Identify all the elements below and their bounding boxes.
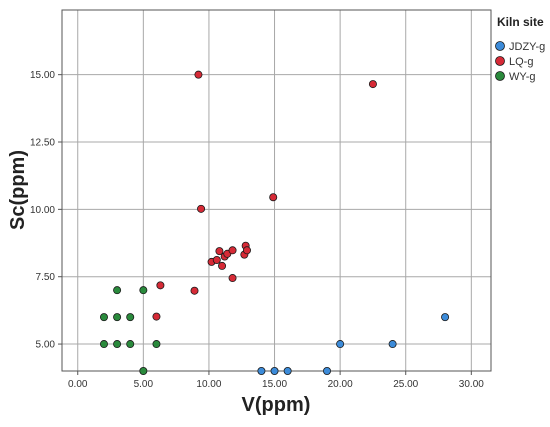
y-tick-label: 5.00 [36, 340, 56, 351]
point-lq-g [242, 246, 251, 255]
point-lq-g [228, 246, 237, 255]
point-jdzy-g [257, 366, 266, 375]
y-tick-label: 15.00 [30, 70, 55, 81]
legend-marker-lq-g [495, 56, 505, 66]
x-axis-title: V(ppm) [242, 394, 311, 416]
point-jdzy-g [323, 366, 332, 375]
legend-marker-jdzy-g [495, 41, 505, 51]
point-lq-g [218, 261, 227, 270]
point-lq-g [215, 247, 224, 256]
point-wy-g [139, 366, 148, 375]
point-jdzy-g [283, 366, 292, 375]
point-lq-g [194, 70, 203, 79]
x-tick-label: 10.00 [196, 379, 221, 390]
point-wy-g [113, 313, 122, 322]
x-tick-label: 15.00 [262, 379, 287, 390]
grid-lines [62, 10, 491, 371]
point-lq-g [190, 286, 199, 295]
point-lq-g [197, 204, 206, 213]
point-lq-g [269, 193, 278, 202]
legend-label-lq-g: LQ-g [509, 56, 533, 68]
point-wy-g [113, 340, 122, 349]
y-tick-label: 7.50 [36, 272, 56, 283]
data-points [99, 70, 450, 375]
point-jdzy-g [388, 340, 397, 349]
point-jdzy-g [441, 313, 450, 322]
x-axis-tick-labels: 0.00 5.00 10.00 15.00 20.00 25.00 30.00 [68, 371, 484, 390]
legend: Kiln site JDZY-g LQ-g WY-g [495, 15, 545, 83]
point-wy-g [152, 340, 161, 349]
point-jdzy-g [336, 340, 345, 349]
legend-title: Kiln site [497, 15, 544, 29]
point-lq-g [212, 256, 221, 265]
legend-marker-wy-g [495, 71, 505, 81]
point-wy-g [113, 286, 122, 295]
x-tick-label: 0.00 [68, 379, 88, 390]
point-lq-g [368, 80, 377, 89]
y-axis-tick-labels: 5.00 7.50 10.00 12.50 15.00 [30, 70, 62, 351]
x-tick-label: 20.00 [328, 379, 353, 390]
point-wy-g [99, 340, 108, 349]
point-lq-g [156, 281, 165, 290]
x-tick-label: 30.00 [459, 379, 484, 390]
legend-label-jdzy-g: JDZY-g [509, 41, 545, 53]
point-lq-g [152, 312, 161, 321]
point-jdzy-g [270, 366, 279, 375]
x-tick-label: 25.00 [393, 379, 418, 390]
legend-label-wy-g: WY-g [509, 71, 536, 83]
legend-items: JDZY-g LQ-g WY-g [495, 41, 545, 83]
point-lq-g [228, 274, 237, 283]
point-wy-g [99, 313, 108, 322]
y-tick-label: 10.00 [30, 205, 55, 216]
point-wy-g [126, 313, 135, 322]
y-tick-label: 12.50 [30, 138, 55, 149]
x-tick-label: 5.00 [134, 379, 154, 390]
point-wy-g [126, 340, 135, 349]
point-wy-g [139, 286, 148, 295]
y-axis-title: Sc(ppm) [7, 150, 29, 230]
